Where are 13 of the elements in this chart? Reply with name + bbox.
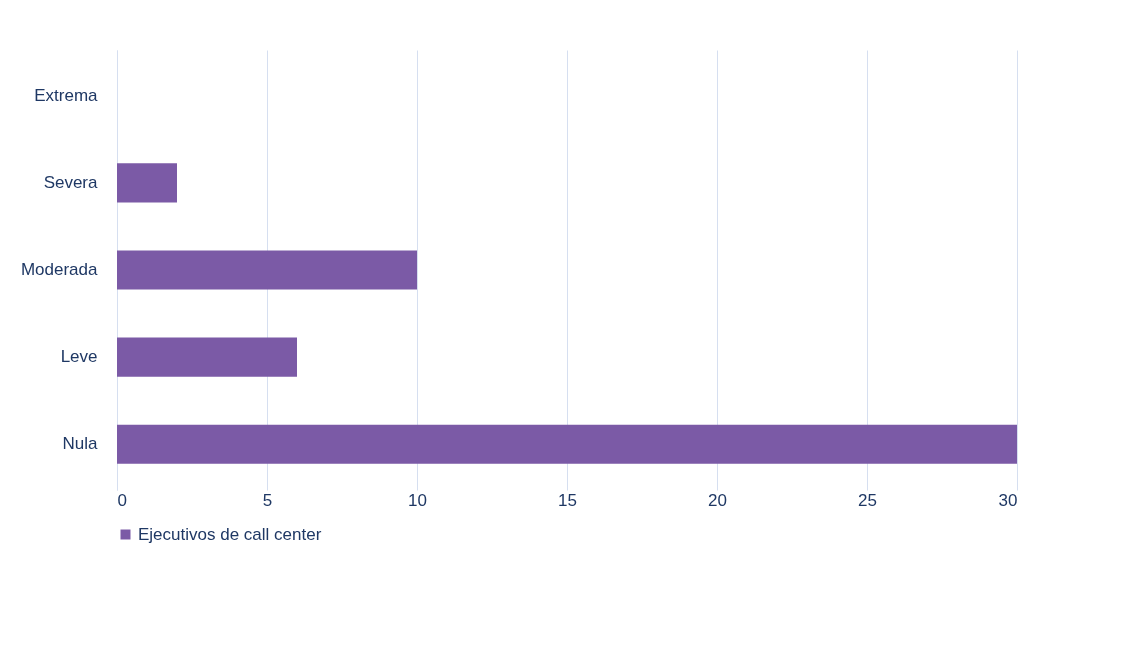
y-tick-label: Moderada <box>20 260 99 279</box>
y-tick-label: Extrema <box>34 85 99 105</box>
x-tick-label: 15 <box>558 490 577 510</box>
legend-label: Ejecutivos de call center <box>138 524 322 544</box>
x-tick-label: 30 <box>998 490 1018 510</box>
x-tick-label: 25 <box>858 490 877 510</box>
y-tick-label: Leve <box>60 347 98 367</box>
x-tick-label: 5 <box>262 490 273 510</box>
x-tick-label: 20 <box>708 490 727 510</box>
x-tick-label: 10 <box>408 490 427 510</box>
y-tick-label: Nula <box>62 434 99 454</box>
y-tick-label: Severa <box>43 172 99 192</box>
x-tick-label: 0 <box>117 490 127 510</box>
